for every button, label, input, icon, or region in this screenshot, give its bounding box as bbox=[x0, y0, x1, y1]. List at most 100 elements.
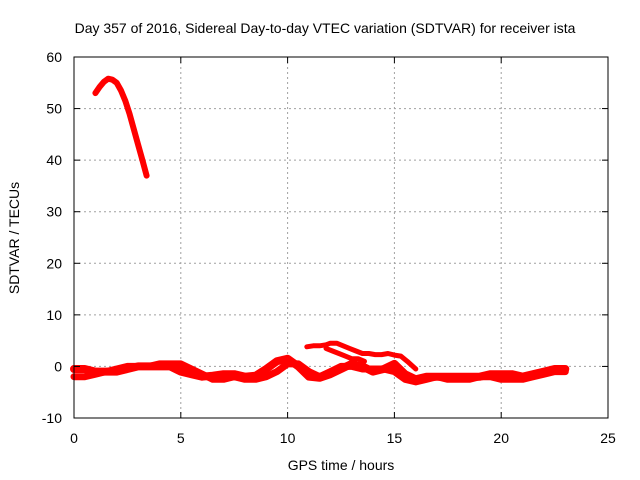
data-point bbox=[343, 354, 348, 359]
plot-frame bbox=[73, 56, 609, 419]
data-point bbox=[114, 80, 119, 85]
data-point bbox=[386, 351, 390, 356]
y-tick-label: 60 bbox=[46, 49, 62, 65]
data-point bbox=[106, 76, 111, 81]
data-point bbox=[366, 351, 371, 356]
data-point bbox=[178, 361, 183, 366]
chart-title: Day 357 of 2016, Sidereal Day-to-day VTE… bbox=[75, 20, 576, 36]
data-point bbox=[242, 377, 247, 382]
data-point bbox=[379, 352, 384, 357]
data-point bbox=[373, 352, 378, 357]
data-point bbox=[189, 367, 194, 371]
data-point bbox=[499, 377, 504, 382]
data-point bbox=[531, 374, 536, 379]
data-point bbox=[324, 346, 328, 351]
data-point bbox=[349, 364, 354, 369]
data-point bbox=[200, 372, 205, 377]
data-point bbox=[136, 142, 141, 147]
data-point bbox=[424, 377, 429, 382]
data-point bbox=[157, 361, 162, 366]
data-point bbox=[178, 369, 183, 374]
data-point bbox=[405, 359, 410, 364]
y-tick-label: 10 bbox=[46, 307, 62, 323]
data-point bbox=[264, 367, 269, 371]
data-point bbox=[445, 377, 450, 382]
data-point bbox=[274, 369, 279, 374]
data-point bbox=[467, 377, 472, 382]
data-point bbox=[119, 88, 123, 93]
data-point bbox=[131, 127, 136, 132]
data-point bbox=[274, 359, 279, 364]
x-tick-label: 15 bbox=[387, 430, 403, 446]
data-point bbox=[328, 341, 333, 346]
data-point bbox=[354, 349, 358, 353]
y-tick-label: -10 bbox=[42, 410, 62, 426]
data-point bbox=[552, 369, 557, 374]
data-point bbox=[381, 367, 386, 371]
data-point bbox=[477, 374, 482, 379]
data-point bbox=[392, 361, 397, 366]
x-tick-label: 5 bbox=[177, 430, 185, 446]
data-point bbox=[317, 374, 322, 379]
data-point bbox=[413, 379, 418, 384]
data-point bbox=[435, 374, 440, 379]
data-point bbox=[127, 111, 132, 116]
data-point bbox=[140, 158, 145, 163]
data-point bbox=[125, 364, 130, 369]
data-point bbox=[330, 349, 335, 353]
axis-ticks bbox=[73, 56, 609, 419]
data-point bbox=[104, 369, 108, 374]
x-tick-label: 25 bbox=[600, 430, 616, 446]
data-point bbox=[304, 344, 309, 349]
y-tick-label: 20 bbox=[46, 255, 62, 271]
data-point bbox=[456, 377, 461, 382]
data-point bbox=[264, 374, 269, 379]
data-point bbox=[509, 377, 514, 382]
x-tick-labels: 0 5 10 15 20 25 bbox=[70, 430, 616, 446]
data-point bbox=[328, 369, 333, 374]
data-point bbox=[541, 372, 546, 377]
x-tick-label: 0 bbox=[70, 430, 78, 446]
x-axis-label: GPS time / hours bbox=[288, 457, 395, 473]
data-point bbox=[296, 361, 301, 366]
data-point bbox=[392, 353, 397, 358]
y-tick-label: 0 bbox=[54, 358, 62, 374]
data-point bbox=[82, 374, 87, 379]
data-series bbox=[70, 75, 570, 386]
data-point bbox=[101, 79, 106, 84]
data-point bbox=[210, 377, 215, 382]
data-point bbox=[334, 341, 339, 346]
data-point bbox=[413, 367, 418, 371]
data-point bbox=[136, 364, 141, 369]
data-point bbox=[114, 367, 119, 371]
y-axis-label: SDTVAR / TECUs bbox=[6, 182, 22, 294]
series-high-elevation-arc bbox=[92, 75, 150, 179]
data-point bbox=[499, 372, 504, 377]
data-point bbox=[168, 361, 173, 366]
data-point bbox=[317, 343, 322, 348]
data-point bbox=[307, 369, 311, 374]
data-point bbox=[221, 377, 226, 382]
data-point bbox=[336, 351, 341, 356]
data-point bbox=[339, 364, 343, 369]
data-point bbox=[311, 343, 316, 348]
data-point bbox=[360, 351, 365, 356]
data-point bbox=[110, 77, 115, 82]
data-point bbox=[403, 377, 408, 382]
data-point bbox=[509, 372, 514, 377]
y-tick-label: 50 bbox=[46, 101, 62, 117]
y-tick-labels: -10 0 10 20 30 40 50 60 bbox=[42, 49, 62, 426]
data-point bbox=[232, 374, 237, 379]
data-point bbox=[93, 91, 98, 96]
data-point bbox=[563, 369, 568, 374]
data-point bbox=[253, 377, 258, 382]
data-point bbox=[488, 374, 493, 379]
data-point bbox=[371, 367, 375, 371]
data-point bbox=[356, 356, 361, 361]
data-point bbox=[349, 356, 354, 361]
data-point bbox=[324, 342, 328, 347]
y-tick-label: 40 bbox=[46, 152, 62, 168]
data-point bbox=[146, 364, 151, 369]
data-point bbox=[520, 377, 525, 382]
data-point bbox=[398, 354, 403, 359]
